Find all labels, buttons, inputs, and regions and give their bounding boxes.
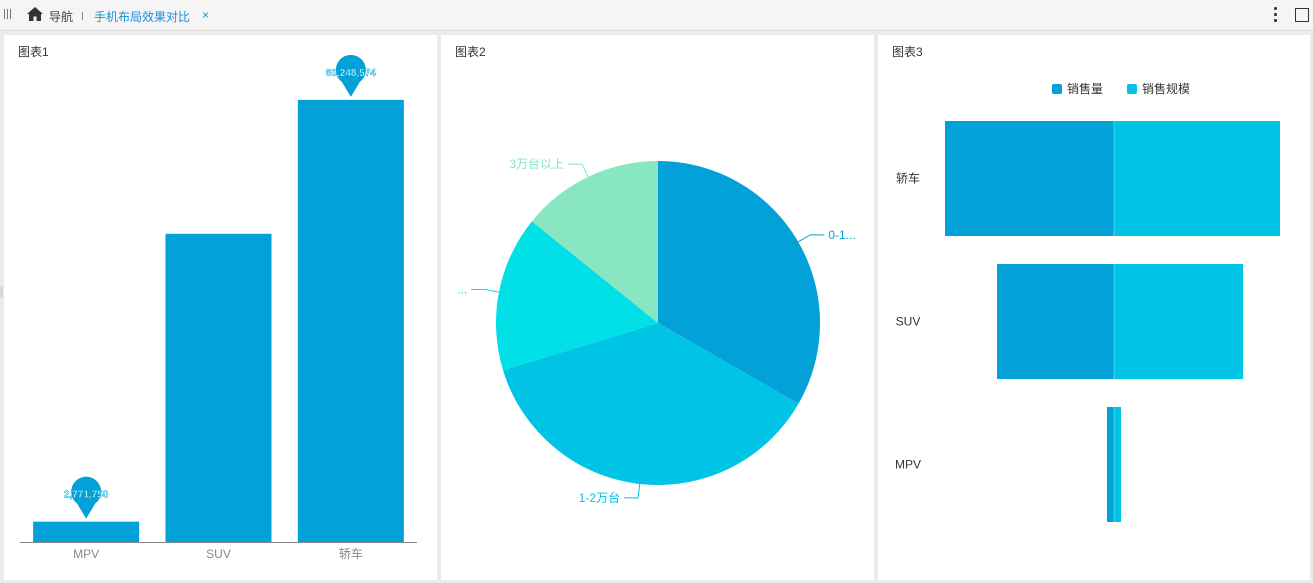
chart-panel-1: 图表1 MPV 2,771,750 SUV 轿车 60,248,574 <box>4 35 437 580</box>
bar <box>297 99 404 542</box>
bar-chart: MPV 2,771,750 SUV 轿车 60,248,574 <box>20 54 417 561</box>
bar-left <box>1107 407 1114 522</box>
pie-label: 3万台以上 <box>509 156 564 171</box>
tab-bar: 导航 手机布局效果对比 × <box>0 0 1313 31</box>
data-label-pin <box>71 476 102 519</box>
data-label: 60,248,574 <box>326 68 376 79</box>
x-tick-label: 轿车 <box>339 546 363 561</box>
panel-title: 图表1 <box>18 45 49 59</box>
pie-label-line <box>471 288 500 293</box>
y-tick-label: MPV <box>895 458 921 472</box>
pie-label: 1-2万台 <box>579 490 620 505</box>
y-tick-label: 轿车 <box>896 171 920 186</box>
nav-label[interactable]: 导航 <box>49 10 74 24</box>
data-label: 2,771,750 <box>64 490 109 501</box>
data-label-pin <box>335 54 366 97</box>
bar <box>33 521 140 542</box>
legend-swatch <box>1127 84 1137 94</box>
bar-left <box>997 264 1114 379</box>
x-tick-label: MPV <box>73 547 99 561</box>
legend-label: 销售规模 <box>1142 81 1190 96</box>
bar-left <box>945 121 1114 236</box>
chart-panel-3: 图表3 销售量 销售规模轿车 SUV MPV <box>878 35 1310 580</box>
bar-right <box>1114 121 1280 236</box>
pie-label: 0-1... <box>828 228 855 242</box>
pie-label: ... <box>457 282 467 296</box>
separator <box>82 12 83 20</box>
home-icon[interactable] <box>26 6 44 22</box>
panel-title: 图表3 <box>892 45 923 59</box>
pie-slice <box>658 161 820 404</box>
more-options-icon[interactable] <box>1270 6 1280 24</box>
y-tick-label: SUV <box>896 315 921 329</box>
bar-right <box>1114 407 1121 522</box>
pie-slice <box>531 161 658 323</box>
legend-swatch <box>1052 84 1062 94</box>
pie-label-line <box>797 234 825 243</box>
bar-right <box>1114 264 1243 379</box>
pie-slice <box>496 221 658 371</box>
pie-label-line <box>568 163 589 178</box>
pie-label-line <box>624 483 641 499</box>
pie-chart: 0-1... 1-2万台... 3万台以上 <box>457 156 855 505</box>
pie-slice <box>503 323 799 485</box>
maximize-icon[interactable] <box>1295 8 1309 22</box>
panel-title: 图表2 <box>455 45 486 59</box>
x-tick-label: SUV <box>206 547 231 561</box>
bar <box>165 233 272 543</box>
legend-label: 销售量 <box>1067 81 1103 96</box>
chart-panel-2: 图表2 0-1... 1-2万台... 3万台以上 <box>441 35 874 580</box>
resize-handle[interactable] <box>0 286 3 298</box>
close-tab-icon[interactable]: × <box>202 8 210 22</box>
drag-handle-icon[interactable] <box>4 9 12 21</box>
tab-mobile-layout[interactable]: 手机布局效果对比 <box>94 10 191 24</box>
